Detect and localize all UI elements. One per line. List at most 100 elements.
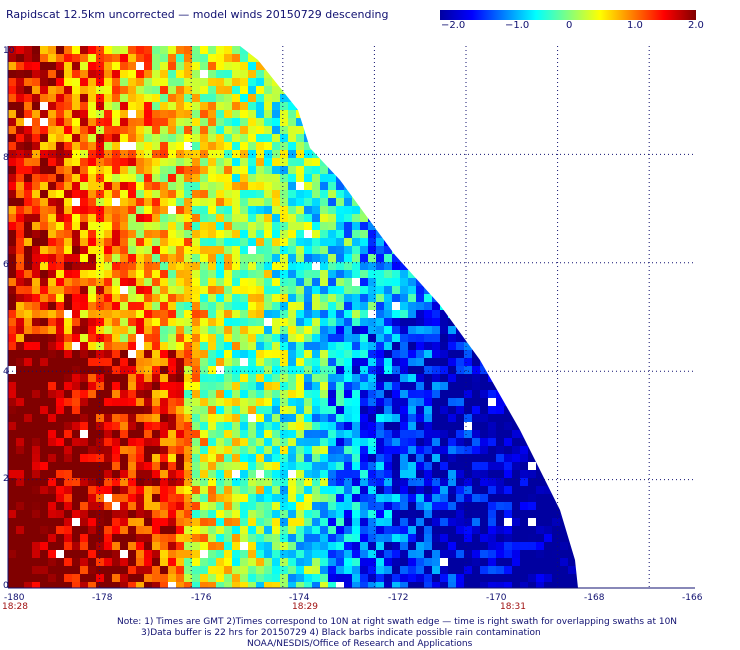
wind-cell: [504, 406, 512, 414]
wind-cell: [272, 198, 280, 206]
wind-cell: [80, 70, 88, 78]
wind-cell: [296, 166, 304, 174]
wind-cell: [312, 390, 320, 398]
wind-cell: [200, 166, 208, 174]
wind-cell: [256, 278, 264, 286]
wind-cell: [200, 86, 208, 94]
wind-cell: [256, 430, 264, 438]
wind-cell: [392, 102, 400, 110]
wind-cell: [520, 446, 528, 454]
wind-cell: [64, 342, 72, 350]
wind-cell: [88, 438, 96, 446]
wind-cell: [288, 134, 296, 142]
x-axis-label: -178: [92, 593, 113, 603]
wind-cell: [536, 46, 544, 54]
wind-cell: [520, 294, 528, 302]
wind-cell: [168, 190, 176, 198]
wind-cell: [416, 62, 424, 70]
wind-cell: [176, 398, 184, 406]
wind-cell: [512, 358, 520, 366]
wind-cell: [496, 438, 504, 446]
wind-cell: [16, 542, 24, 550]
wind-cell: [48, 182, 56, 190]
wind-cell: [104, 174, 112, 182]
wind-cell: [432, 70, 440, 78]
wind-cell: [144, 206, 152, 214]
wind-cell: [192, 78, 200, 86]
wind-cell: [56, 134, 64, 142]
wind-cell: [232, 142, 240, 150]
wind-cell: [568, 582, 576, 588]
wind-cell: [280, 214, 288, 222]
wind-cell: [400, 238, 408, 246]
wind-cell: [360, 270, 368, 278]
wind-cell: [464, 398, 472, 406]
wind-cell: [256, 462, 264, 470]
wind-cell: [344, 326, 352, 334]
wind-cell: [496, 502, 504, 510]
wind-cell: [208, 262, 216, 270]
wind-cell: [552, 318, 560, 326]
wind-cell: [104, 190, 112, 198]
wind-cell: [408, 574, 416, 582]
wind-cell: [288, 190, 296, 198]
wind-cell: [280, 238, 288, 246]
wind-cell: [368, 486, 376, 494]
wind-cell: [400, 414, 408, 422]
wind-cell: [472, 190, 480, 198]
wind-cell: [176, 358, 184, 366]
wind-cell: [448, 206, 456, 214]
wind-cell: [296, 62, 304, 70]
wind-cell: [432, 126, 440, 134]
wind-cell: [560, 374, 568, 382]
wind-cell: [112, 294, 120, 302]
wind-cell: [312, 158, 320, 166]
wind-cell: [128, 230, 136, 238]
wind-cell: [560, 422, 568, 430]
wind-cell: [224, 190, 232, 198]
wind-cell: [464, 534, 472, 542]
wind-cell: [344, 406, 352, 414]
wind-cell: [160, 582, 168, 588]
wind-cell: [384, 438, 392, 446]
wind-cell: [56, 198, 64, 206]
wind-cell: [8, 110, 16, 118]
wind-cell: [456, 182, 464, 190]
wind-cell: [392, 494, 400, 502]
wind-cell: [344, 382, 352, 390]
wind-cell: [304, 134, 312, 142]
wind-cell: [216, 470, 224, 478]
wind-cell: [280, 174, 288, 182]
wind-cell: [376, 478, 384, 486]
wind-cell: [192, 446, 200, 454]
wind-cell: [456, 118, 464, 126]
wind-cell: [448, 182, 456, 190]
wind-cell: [488, 78, 496, 86]
wind-cell: [544, 110, 552, 118]
wind-cell: [112, 310, 120, 318]
wind-cell: [496, 198, 504, 206]
wind-cell: [72, 254, 80, 262]
wind-cell: [464, 270, 472, 278]
wind-cell: [168, 110, 176, 118]
wind-cell: [352, 334, 360, 342]
wind-cell: [72, 494, 80, 502]
wind-cell: [544, 78, 552, 86]
wind-cell: [432, 566, 440, 574]
wind-cell: [24, 566, 32, 574]
wind-cell: [32, 534, 40, 542]
wind-cell: [360, 190, 368, 198]
wind-cell: [376, 262, 384, 270]
wind-cell: [376, 350, 384, 358]
wind-cell: [112, 534, 120, 542]
wind-cell: [448, 70, 456, 78]
wind-cell: [160, 262, 168, 270]
wind-cell: [448, 494, 456, 502]
wind-cell: [496, 166, 504, 174]
wind-cell: [136, 558, 144, 566]
wind-cell: [528, 230, 536, 238]
wind-cell: [416, 502, 424, 510]
wind-cell: [72, 446, 80, 454]
wind-cell: [104, 550, 112, 558]
wind-cell: [256, 422, 264, 430]
